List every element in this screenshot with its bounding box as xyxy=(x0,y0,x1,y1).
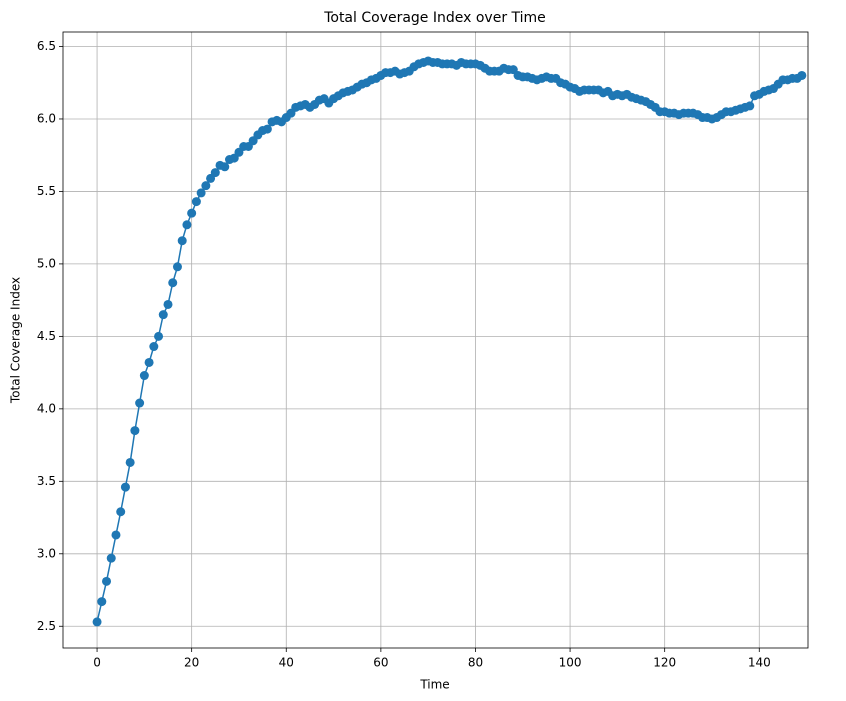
data-point xyxy=(210,168,220,178)
data-point xyxy=(154,331,164,341)
x-axis-label: Time xyxy=(419,678,449,692)
x-tick-label: 100 xyxy=(559,656,582,670)
data-point xyxy=(168,278,178,288)
data-point xyxy=(797,70,807,80)
data-point xyxy=(116,507,126,517)
data-point xyxy=(201,181,211,191)
x-tick-label: 120 xyxy=(653,656,676,670)
y-tick-label: 6.5 xyxy=(37,39,56,53)
data-point xyxy=(125,457,135,467)
data-point xyxy=(196,188,206,198)
data-point xyxy=(130,426,140,436)
data-line xyxy=(96,60,803,623)
data-point xyxy=(191,197,201,207)
data-point xyxy=(177,236,187,246)
data-point xyxy=(135,398,145,408)
data-point xyxy=(120,482,130,492)
x-tick-label: 60 xyxy=(373,656,388,670)
data-point xyxy=(172,262,182,272)
y-axis-label: Total Coverage Index xyxy=(9,277,23,404)
y-tick-label: 3.0 xyxy=(37,546,56,560)
chart-title: Total Coverage Index over Time xyxy=(323,10,546,26)
plot-frame xyxy=(62,31,809,649)
data-point xyxy=(163,299,173,309)
x-tick-label: 80 xyxy=(468,656,483,670)
y-tick-label: 2.5 xyxy=(37,619,56,633)
data-point xyxy=(182,220,192,230)
x-tick-label: 140 xyxy=(748,656,771,670)
data-point xyxy=(220,162,230,172)
data-point xyxy=(139,371,149,381)
data-point xyxy=(149,342,159,352)
data-point xyxy=(106,553,116,563)
data-point xyxy=(111,530,121,540)
y-tick-label: 3.5 xyxy=(37,474,56,488)
y-tick-label: 5.5 xyxy=(37,184,56,198)
data-point xyxy=(92,617,102,627)
data-point xyxy=(97,597,107,607)
data-point xyxy=(158,310,168,320)
data-point xyxy=(187,208,197,218)
x-tick-label: 20 xyxy=(184,656,199,670)
x-tick-label: 40 xyxy=(279,656,294,670)
data-point xyxy=(144,357,154,367)
data-point xyxy=(262,124,272,134)
data-point xyxy=(745,101,755,111)
y-tick-label: 4.5 xyxy=(37,329,56,343)
y-tick-label: 5.0 xyxy=(37,256,56,270)
x-tick-label: 0 xyxy=(93,656,101,670)
y-tick-label: 6.0 xyxy=(37,111,56,125)
y-tick-label: 4.0 xyxy=(37,401,56,415)
data-point xyxy=(102,576,112,586)
